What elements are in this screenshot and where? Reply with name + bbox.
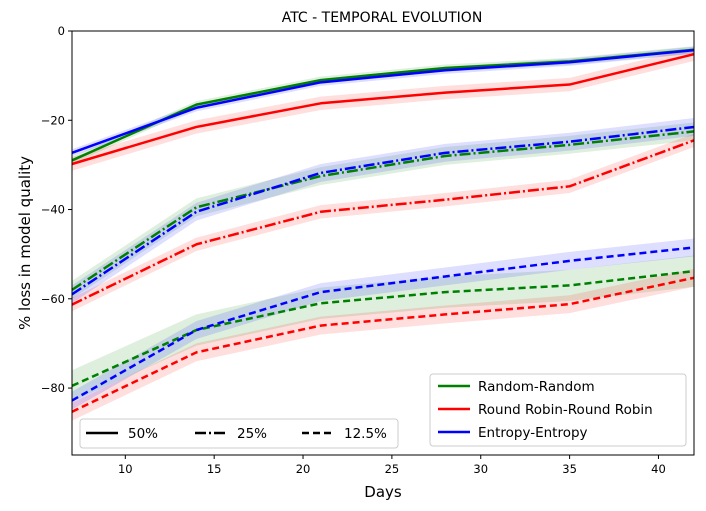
- line-random-random-25: [71, 130, 695, 291]
- band-random-random-25: [72, 122, 694, 299]
- legend-label-entropy: Entropy-Entropy: [478, 425, 588, 441]
- band-random-random-12-5: [72, 255, 694, 402]
- line-entropy-entropy-25: [71, 125, 695, 296]
- line-entropy-entropy-12-5: [71, 246, 695, 402]
- legend-label-random-random: Random-Random: [478, 379, 595, 395]
- y-tick-label: 0: [58, 24, 65, 38]
- line-round-robin-round-robin-25: [71, 139, 695, 306]
- y-axis-title: % loss in model quality: [16, 156, 34, 330]
- plot-frame: [71, 30, 695, 456]
- y-tick-label: −40: [41, 203, 65, 217]
- x-tick-label: 35: [562, 462, 577, 476]
- legend-fractions: 50% 25% 12.5%: [79, 418, 399, 449]
- band-entropy-entropy-12-5: [72, 238, 694, 410]
- x-tick-label: 25: [385, 462, 400, 476]
- band-round-robin-round-robin-12-5: [72, 268, 694, 421]
- x-tick-label: 15: [207, 462, 222, 476]
- line-entropy-entropy-50: [71, 48, 695, 155]
- legend-label-50: 50%: [128, 426, 158, 442]
- legend-fractions-box: [79, 418, 399, 449]
- y-axis-ticks: 0 −20 −40 −60 −80: [41, 24, 72, 395]
- legend-methods: Random-Random Round Robin-Round Robin En…: [429, 373, 687, 447]
- x-tick-label: 10: [118, 462, 133, 476]
- legend-label-12-5: 12.5%: [344, 426, 387, 442]
- x-axis-title: Days: [364, 483, 402, 501]
- x-axis-ticks: 10 15 20 25 30 35 40: [118, 455, 666, 476]
- legend-methods-box: [429, 373, 687, 447]
- y-tick-label: −60: [41, 292, 65, 306]
- band-entropy-entropy-25: [72, 118, 694, 304]
- y-tick-label: −20: [41, 113, 65, 127]
- x-tick-label: 20: [296, 462, 311, 476]
- band-entropy-entropy-50: [72, 46, 694, 157]
- line-round-robin-round-robin-50: [71, 52, 695, 166]
- series-lines: [71, 48, 695, 413]
- legend-label-25: 25%: [237, 426, 267, 442]
- line-round-robin-round-robin-12-5: [71, 276, 695, 413]
- line-random-random-12-5: [71, 269, 695, 387]
- chart-title: ATC - TEMPORAL EVOLUTION: [282, 10, 483, 26]
- x-tick-label: 30: [473, 462, 488, 476]
- x-tick-label: 40: [651, 462, 666, 476]
- y-tick-label: −80: [41, 381, 65, 395]
- legend-label-round-robin: Round Robin-Round Robin: [478, 402, 653, 418]
